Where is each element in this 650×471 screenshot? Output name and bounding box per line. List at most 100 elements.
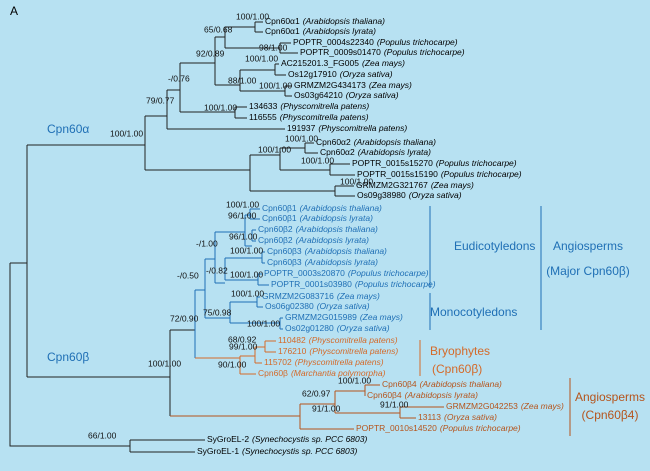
- leaf-name: Cpn60α1: [265, 16, 300, 26]
- leaf-species: (Zea mays): [362, 58, 405, 68]
- leaf-species: (Arabidopsis lyrata): [358, 147, 431, 157]
- leaf-species: (Arabidopsis thaliana): [305, 246, 387, 256]
- support-value: 100/1.00: [148, 358, 181, 368]
- leaf-label: Cpn60β1 (Arabidopsis thaliana): [262, 203, 382, 213]
- branch: [9, 21, 355, 453]
- leaf-name: POPTR_0010s14520: [356, 423, 437, 433]
- support-value: 62/0.97: [302, 388, 331, 398]
- leaf-name: POPTR_0003s20870: [264, 268, 345, 278]
- leaf-name: GRMZM2G042253: [446, 401, 518, 411]
- leaf-name: SyGroEL-1: [197, 446, 239, 456]
- leaf-name: Os06g02380: [265, 301, 314, 311]
- leaf-label: POPTR_0015s15190 (Populus trichocarpe): [357, 169, 522, 179]
- support-value: 100/1.00: [340, 176, 373, 186]
- leaf-label: GRMZM2G434173 (Zea mays): [294, 80, 412, 90]
- leaf-name: 176210: [278, 346, 307, 356]
- leaf-species: (Oryza sativa): [444, 412, 497, 422]
- clade-label: Angiosperms: [553, 239, 623, 253]
- leaf-species: (Arabidopsis lyrata): [305, 257, 378, 267]
- support-value: 100/1.00: [338, 375, 371, 385]
- leaf-species: (Physcomitrella patens): [309, 335, 398, 345]
- leaf-label: GRMZM2G015989 (Zea mays): [285, 312, 403, 322]
- leaf-name: POPTR_0015s15190: [357, 169, 438, 179]
- leaf-species: (Zea mays): [360, 312, 403, 322]
- clade-label: Eudicotyledons: [454, 239, 535, 253]
- clade-label: Bryophytes: [430, 344, 490, 358]
- branch: [27, 329, 195, 416]
- leaf-species: (Populus trichocarpe): [348, 268, 429, 278]
- leaf-species: (Oryza sativa): [346, 90, 399, 100]
- support-value: 100/1.00: [259, 80, 292, 90]
- leaf-label: GRMZM2G042253 (Zea mays): [446, 401, 564, 411]
- leaf-name: 13113: [418, 412, 441, 422]
- leaf-label: Cpn60β4 (Arabidopsis lyrata): [367, 390, 478, 400]
- support-value: 100/1.00: [245, 53, 278, 63]
- leaf-species: (Zea mays): [369, 80, 412, 90]
- support-value: 66/1.00: [88, 430, 117, 440]
- leaf-label: Cpn60β2 (Arabidopsis lyrata): [258, 235, 369, 245]
- leaf-label: POPTR_0015s15270 (Populus trichocarpe): [352, 158, 517, 168]
- leaf-name: POPTR_0001s03980: [271, 279, 352, 289]
- leaf-species: (Arabidopsis lyrata): [405, 390, 478, 400]
- support-value: 90/1.00: [218, 359, 247, 369]
- support-value: -/0.50: [177, 270, 199, 280]
- support-value: 100/1.00: [285, 133, 318, 143]
- branch-blue: [194, 208, 283, 358]
- clade-label: (Major Cpn60β): [546, 264, 630, 278]
- leaf-species: (Physcomitrella patens): [295, 357, 384, 367]
- leaf-label: POPTR_0009s01470 (Populus trichocarpe): [300, 47, 465, 57]
- clade-label: Monocotyledons: [430, 305, 517, 319]
- clade-label: (Cpn60β): [432, 362, 482, 376]
- leaf-label: Cpn60β2 (Arabidopsis thaliana): [258, 224, 378, 234]
- leaf-name: Cpn60β3: [267, 246, 302, 256]
- support-value: 91/1.00: [380, 399, 409, 409]
- support-value: 100/1.00: [231, 288, 264, 298]
- leaf-name: 115702: [264, 357, 292, 367]
- panel-label: A: [10, 4, 18, 18]
- leaf-species: (Arabidopsis lyrata): [303, 26, 376, 36]
- branch-orange-dark: [170, 384, 444, 430]
- leaf-name: 110482: [278, 335, 306, 345]
- leaf-name: Cpn60β1: [262, 213, 297, 223]
- leaf-species: (Arabidopsis thaliana): [296, 224, 378, 234]
- leaf-species: (Arabidopsis thaliana): [300, 203, 382, 213]
- leaf-species: (Oryza sativa): [317, 301, 370, 311]
- support-value: 100/1.00: [110, 128, 143, 138]
- leaf-label: Cpn60β (Marchantia polymorpha): [258, 368, 386, 378]
- leaf-species: (Populus trichocarpe): [384, 47, 465, 57]
- leaf-name: Os03g64210: [294, 90, 343, 100]
- leaf-name: GRMZM2G321767: [356, 180, 428, 190]
- support-value: 65/0.68: [204, 24, 233, 34]
- support-value: 98/1.00: [259, 42, 288, 52]
- leaf-label: AC215201.3_FG005 (Zea mays): [281, 58, 405, 68]
- leaf-label: 13113 (Oryza sativa): [418, 412, 497, 422]
- leaf-label: Os06g02380 (Oryza sativa): [265, 301, 370, 311]
- leaf-label: Os12g17910 (Oryza sativa): [288, 69, 393, 79]
- leaf-label: 115702 (Physcomitrella patens): [264, 357, 384, 367]
- support-value: -/1.00: [196, 238, 218, 248]
- clade-label: Cpn60β: [47, 350, 89, 364]
- support-value: 68/0.92: [228, 334, 257, 344]
- leaf-species: (Physcomitrella patens): [280, 101, 369, 111]
- leaf-name: SyGroEL-2: [207, 434, 249, 444]
- leaf-label: GRMZM2G083716 (Zea mays): [262, 291, 380, 301]
- leaf-name: Cpn60β4: [367, 390, 402, 400]
- leaf-label: SyGroEL-2 (Synechocystis sp. PCC 6803): [207, 434, 367, 444]
- leaf-name: GRMZM2G015989: [285, 312, 357, 322]
- support-value: 100/1.00: [204, 102, 237, 112]
- leaf-label: Os02g01280 (Oryza sativa): [285, 323, 390, 333]
- support-value: 91/1.00: [312, 403, 341, 413]
- leaf-label: 191937 (Physcomitrella patens): [287, 123, 407, 133]
- leaf-name: POPTR_0004s22340: [293, 37, 374, 47]
- support-value: 75/0.98: [203, 307, 232, 317]
- leaf-label: Os09g38980 (Oryza sativa): [357, 190, 462, 200]
- leaf-species: (Zea mays): [431, 180, 474, 190]
- leaf-label: POPTR_0003s20870 (Populus trichocarpe): [264, 268, 429, 278]
- leaf-name: Cpn60β4: [382, 379, 417, 389]
- leaf-label: POPTR_0004s22340 (Populus trichocarpe): [293, 37, 458, 47]
- support-value: 100/1.00: [247, 318, 280, 328]
- leaf-name: 134633: [249, 101, 278, 111]
- leaf-name: Os09g38980: [357, 190, 406, 200]
- support-value: 100/1.00: [230, 245, 263, 255]
